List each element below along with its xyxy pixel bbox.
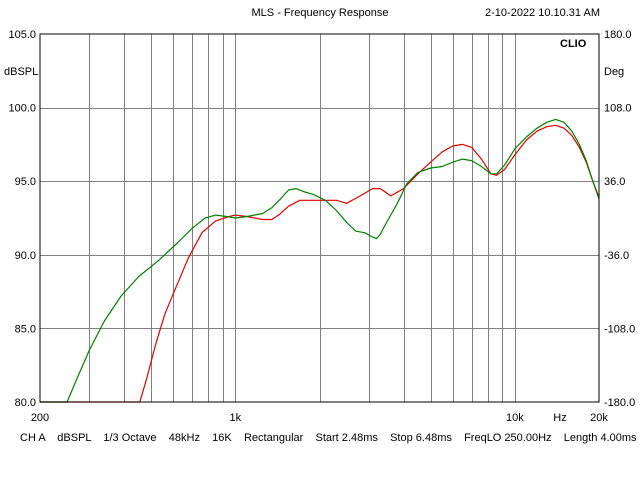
plot-frame [39, 33, 600, 403]
series-layer [40, 118, 600, 403]
x-tick-label: 20k [590, 412, 608, 424]
y-tick-label: 80.0 [15, 397, 36, 409]
y-tick-label: 90.0 [15, 250, 36, 262]
series-line-2 [40, 118, 600, 403]
y2-tick-label: -36.0 [604, 250, 629, 262]
x-unit-label: Hz [553, 412, 566, 424]
grid-lines [40, 34, 599, 402]
x-tick-label: 1k [230, 412, 242, 424]
y-tick-label: 100.0 [8, 103, 36, 115]
chart-title: MLS - Frequency Response [251, 7, 389, 19]
y2-tick-label: 36.0 [604, 176, 625, 188]
y2-tick-label: 108.0 [604, 103, 632, 115]
y2-tick-label: -108.0 [604, 323, 635, 335]
y-axis-label: dBSPL [4, 66, 39, 78]
y2-tick-label: -180.0 [604, 397, 635, 409]
y-tick-label: 85.0 [15, 323, 36, 335]
brand-label: CLIO [560, 38, 587, 50]
y-tick-label: 95.0 [15, 176, 36, 188]
timestamp: 2-10-2022 10.10.31 AM [485, 7, 600, 19]
y-tick-label: 105.0 [8, 29, 36, 41]
series-line-1 [40, 124, 600, 403]
x-tick-label: 200 [31, 412, 49, 424]
y2-axis-label: Deg [604, 66, 625, 78]
measurement-settings: CH A dBSPL 1/3 Octave 48kHz 16K Rectangu… [20, 432, 637, 444]
y2-tick-label: 180.0 [604, 29, 632, 41]
tick-labels: 80.0 85.0 90.0 95.0 100.0 105.0 -180.0 -108.0 -3… [8, 29, 635, 424]
x-tick-label: 10k [506, 412, 524, 424]
